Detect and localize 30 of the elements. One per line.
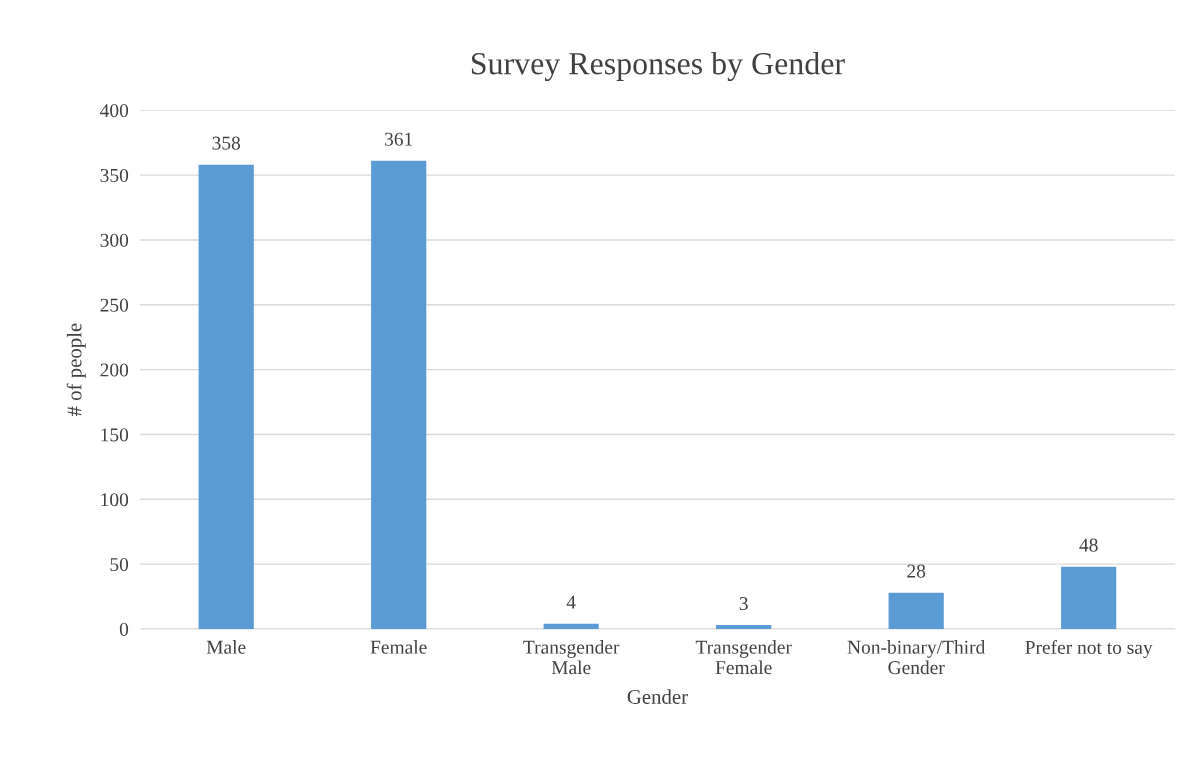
data-label: 28 bbox=[907, 564, 926, 578]
x-tick-label: Prefer not to say bbox=[1025, 640, 1153, 658]
x-tick-label: Male bbox=[206, 640, 246, 654]
bar bbox=[1061, 566, 1117, 629]
y-tick-label: 150 bbox=[101, 428, 129, 442]
y-tick-label: 0 bbox=[119, 622, 129, 636]
data-label: 361 bbox=[385, 132, 413, 146]
bar bbox=[716, 625, 772, 629]
y-tick-label: 250 bbox=[100, 298, 129, 312]
y-axis-title: # of people bbox=[66, 323, 86, 417]
bar bbox=[371, 160, 427, 629]
data-label: 3 bbox=[739, 596, 748, 611]
y-tick-label: 50 bbox=[110, 557, 129, 572]
y-tick-label: 100 bbox=[101, 493, 129, 507]
x-tick-label: Female bbox=[370, 640, 427, 654]
x-tick-label: Non-binary/Third Gender bbox=[847, 640, 986, 675]
x-tick-label: Transgender Male bbox=[523, 640, 620, 675]
bar bbox=[198, 164, 254, 629]
y-tick-label: 200 bbox=[100, 363, 129, 377]
data-label: 48 bbox=[1079, 538, 1098, 552]
y-tick-label: 400 bbox=[100, 104, 129, 118]
y-tick-label: 350 bbox=[100, 168, 129, 183]
chart-title: Survey Responses by Gender bbox=[471, 51, 845, 82]
x-axis-title: Gender bbox=[627, 689, 688, 704]
x-tick-label: Transgender Female bbox=[695, 640, 792, 675]
bar bbox=[543, 623, 599, 629]
data-label: 4 bbox=[566, 595, 576, 609]
bar bbox=[888, 592, 944, 629]
y-tick-label: 300 bbox=[100, 233, 129, 247]
data-label: 358 bbox=[212, 136, 241, 150]
